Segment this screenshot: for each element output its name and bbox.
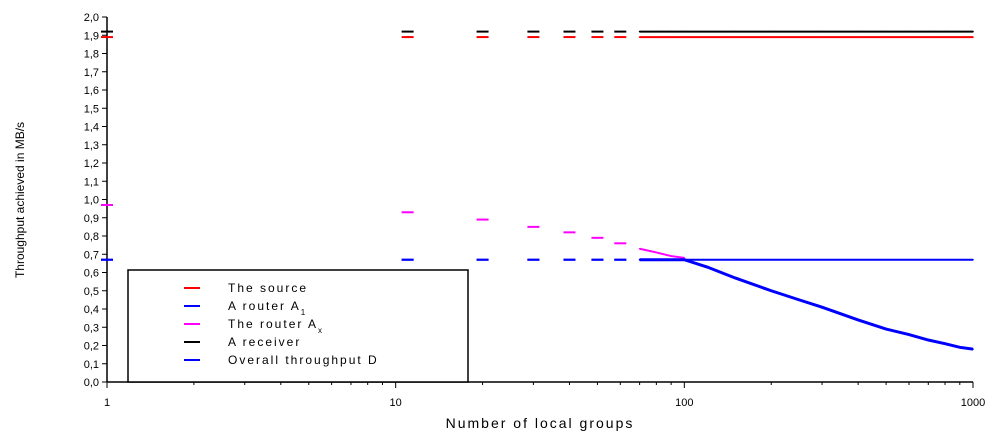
series-overall-throughput-d <box>101 258 974 351</box>
y-tick-label: 1,9 <box>84 30 99 42</box>
series-the-router-ax <box>101 203 686 259</box>
x-tick-label: 1 <box>104 397 110 409</box>
y-tick-label: 1,1 <box>84 176 99 188</box>
legend-entry: The source <box>228 281 308 295</box>
y-tick-label: 1,3 <box>84 140 99 152</box>
series-layer <box>101 30 974 351</box>
x-tick-label: 1000 <box>961 397 985 409</box>
y-axis-label: Throughput achieved in MB/s <box>13 122 27 278</box>
legend-entry: A receiver <box>228 335 301 349</box>
series-line <box>639 258 974 351</box>
y-tick-label: 0,2 <box>84 341 99 353</box>
y-tick-label: 2,0 <box>84 12 99 24</box>
series-the-source <box>101 36 974 39</box>
legend-entry: The router Ax <box>228 317 324 335</box>
y-tick-label: 0,6 <box>84 268 99 280</box>
y-tick-label: 0,9 <box>84 213 99 225</box>
y-tick-label: 1,7 <box>84 67 99 79</box>
y-tick-label: 1,2 <box>84 158 99 170</box>
y-tick-label: 0,3 <box>84 322 99 334</box>
y-tick-label: 0,0 <box>84 377 99 389</box>
y-tick-label: 1,8 <box>84 49 99 61</box>
y-tick-label: 1,4 <box>84 122 99 134</box>
x-axis-label: Number of local groups <box>446 415 635 431</box>
y-tick-label: 0,8 <box>84 231 99 243</box>
y-tick-label: 1,0 <box>84 195 99 207</box>
y-tick-label: 0,4 <box>84 304 99 316</box>
series-line <box>639 247 685 259</box>
y-tick-label: 0,7 <box>84 249 99 261</box>
y-tick-label: 1,6 <box>84 85 99 97</box>
y-tick-label: 1,5 <box>84 103 99 115</box>
x-tick-label: 10 <box>390 397 402 409</box>
y-tick-label: 0,1 <box>84 359 99 371</box>
y-tick-label: 0,5 <box>84 286 99 298</box>
series-a-receiver <box>101 30 974 33</box>
legend-entry: A router A1 <box>228 299 307 317</box>
legend-entry: Overall throughput D <box>228 353 379 367</box>
x-tick-label: 100 <box>675 397 693 409</box>
